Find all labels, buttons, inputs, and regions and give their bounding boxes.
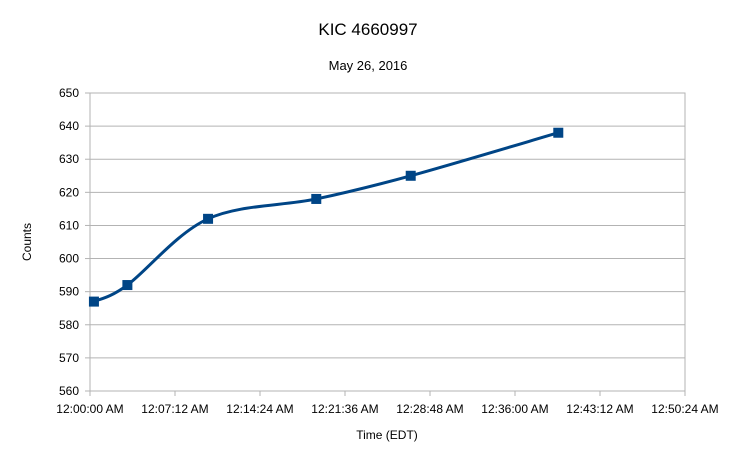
data-point-0	[88, 296, 99, 307]
x-tick-label: 12:07:12 AM	[141, 402, 208, 416]
y-tick-label: 640	[59, 119, 79, 133]
y-tick-label: 580	[59, 318, 79, 332]
x-tick-label: 12:43:12 AM	[566, 402, 633, 416]
y-tick-label: 620	[59, 185, 79, 199]
data-point-5	[553, 127, 564, 138]
y-tick-label: 600	[59, 252, 79, 266]
y-tick-label: 570	[59, 351, 79, 365]
x-tick-label: 12:50:24 AM	[651, 402, 718, 416]
x-tick-labels: 12:00:00 AM 12:07:12 AM 12:14:24 AM 12:21:3…	[56, 402, 718, 416]
x-tick-label: 12:00:00 AM	[56, 402, 123, 416]
y-tick-label: 560	[59, 384, 79, 398]
grid-lines	[85, 92, 686, 396]
y-tick-labels: 560 570 580 590 600 610 620 630 640 650	[59, 86, 79, 398]
data-point-4	[405, 170, 416, 181]
data-point-2	[203, 213, 214, 224]
series-group	[88, 127, 564, 307]
y-tick-label: 650	[59, 86, 79, 100]
chart-title: KIC 4660997	[318, 20, 417, 39]
series-line-0	[93, 131, 559, 303]
y-tick-label: 590	[59, 285, 79, 299]
plot-area-border	[89, 92, 686, 392]
data-point-1	[122, 280, 133, 291]
x-axis-label: Time (EDT)	[356, 428, 418, 442]
y-tick-label: 630	[59, 152, 79, 166]
y-axis-label: Counts	[20, 223, 34, 261]
y-tick-label: 610	[59, 218, 79, 232]
chart-subtitle: May 26, 2016	[329, 58, 408, 73]
x-tick-label: 12:14:24 AM	[226, 402, 293, 416]
data-point-3	[311, 193, 322, 204]
x-tick-label: 12:21:36 AM	[311, 402, 378, 416]
x-tick-label: 12:28:48 AM	[396, 402, 463, 416]
x-tick-label: 12:36:00 AM	[481, 402, 548, 416]
